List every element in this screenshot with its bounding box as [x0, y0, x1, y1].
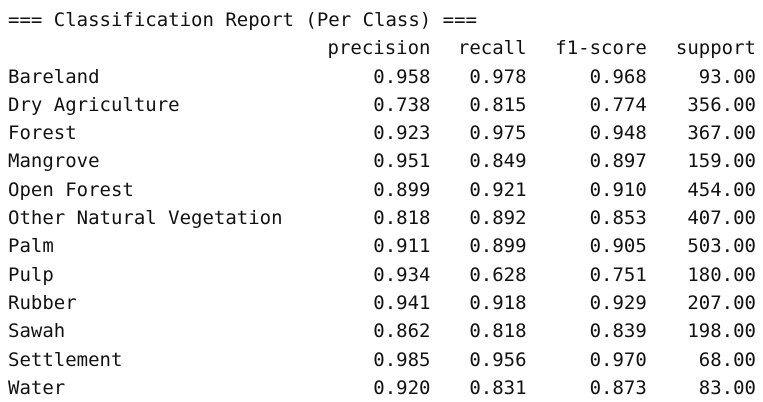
support-value: 198.00	[687, 320, 756, 343]
precision-value: 0.911	[373, 235, 431, 258]
table-row: Rubber 0.941 0.918 0.929 207.00	[8, 289, 756, 317]
class-label: Forest	[8, 122, 77, 145]
table-row: Forest 0.923 0.975 0.948 367.00	[8, 119, 756, 147]
precision-value: 0.738	[373, 93, 431, 116]
f1-score-value: 0.774	[589, 93, 647, 116]
table-row: Sawah 0.862 0.818 0.839 198.00	[8, 317, 756, 345]
recall-value: 0.918	[469, 291, 527, 314]
column-header-precision: precision	[327, 37, 431, 60]
table-row: Open Forest 0.899 0.921 0.910 454.00	[8, 176, 756, 204]
f1-score-value: 0.970	[589, 348, 647, 371]
precision-value: 0.951	[373, 150, 431, 173]
report-title: === Classification Report (Per Class) ==…	[8, 9, 477, 31]
recall-value: 0.956	[469, 348, 527, 371]
column-header-support: support	[675, 37, 756, 60]
table-row: Settlement 0.985 0.956 0.970 68.00	[8, 346, 756, 374]
column-header-f1-score: f1-score	[555, 37, 647, 60]
column-header-recall: recall	[457, 37, 527, 60]
table-row: Dry Agriculture 0.738 0.815 0.774 356.00	[8, 91, 756, 119]
header-label-spacer	[8, 34, 321, 62]
report-table: precision recall f1-score support Barela…	[8, 34, 756, 402]
precision-value: 0.899	[373, 178, 431, 201]
precision-value: 0.920	[373, 376, 431, 399]
support-value: 68.00	[698, 348, 756, 371]
header-row: precision recall f1-score support	[8, 34, 756, 62]
table-row: Water 0.920 0.831 0.873 83.00	[8, 374, 756, 402]
f1-score-value: 0.948	[589, 122, 647, 145]
recall-value: 0.899	[469, 235, 527, 258]
f1-score-value: 0.968	[589, 65, 647, 88]
precision-value: 0.985	[373, 348, 431, 371]
class-label: Dry Agriculture	[8, 93, 180, 116]
precision-value: 0.923	[373, 122, 431, 145]
f1-score-value: 0.853	[589, 207, 647, 230]
precision-value: 0.941	[373, 291, 431, 314]
recall-value: 0.921	[469, 178, 527, 201]
f1-score-value: 0.929	[589, 291, 647, 314]
precision-value: 0.818	[373, 207, 431, 230]
recall-value: 0.975	[469, 122, 527, 145]
precision-value: 0.958	[373, 65, 431, 88]
support-value: 407.00	[687, 207, 756, 230]
class-label: Settlement	[8, 348, 123, 371]
recall-value: 0.818	[469, 320, 527, 343]
class-label: Rubber	[8, 291, 77, 314]
precision-value: 0.934	[373, 263, 431, 286]
support-value: 356.00	[687, 93, 756, 116]
table-row: Bareland 0.958 0.978 0.968 93.00	[8, 63, 756, 91]
table-row: Pulp 0.934 0.628 0.751 180.00	[8, 261, 756, 289]
class-label: Palm	[8, 235, 54, 258]
class-label: Open Forest	[8, 178, 134, 201]
class-label: Other Natural Vegetation	[8, 207, 283, 230]
class-label: Pulp	[8, 263, 54, 286]
recall-value: 0.831	[469, 376, 527, 399]
support-value: 159.00	[687, 150, 756, 173]
class-label: Bareland	[8, 65, 100, 88]
f1-score-value: 0.910	[589, 178, 647, 201]
class-label: Mangrove	[8, 150, 100, 173]
f1-score-value: 0.897	[589, 150, 647, 173]
class-label: Sawah	[8, 320, 66, 343]
table-row: Palm 0.911 0.899 0.905 503.00	[8, 232, 756, 260]
f1-score-value: 0.873	[589, 376, 647, 399]
support-value: 503.00	[687, 235, 756, 258]
recall-value: 0.978	[469, 65, 527, 88]
recall-value: 0.815	[469, 93, 527, 116]
f1-score-value: 0.905	[589, 235, 647, 258]
support-value: 454.00	[687, 178, 756, 201]
support-value: 180.00	[687, 263, 756, 286]
support-value: 207.00	[687, 291, 756, 314]
f1-score-value: 0.839	[589, 320, 647, 343]
report-body: Bareland 0.958 0.978 0.968 93.00 Dry Agricult…	[8, 63, 756, 402]
precision-value: 0.862	[373, 320, 431, 343]
classification-report: === Classification Report (Per Class) ==…	[8, 6, 756, 402]
recall-value: 0.628	[469, 263, 527, 286]
support-value: 367.00	[687, 122, 756, 145]
class-label: Water	[8, 376, 66, 399]
support-value: 93.00	[698, 65, 756, 88]
table-row: Mangrove 0.951 0.849 0.897 159.00	[8, 147, 756, 175]
support-value: 83.00	[698, 376, 756, 399]
f1-score-value: 0.751	[589, 263, 647, 286]
recall-value: 0.849	[469, 150, 527, 173]
recall-value: 0.892	[469, 207, 527, 230]
table-row: Other Natural Vegetation 0.818 0.892 0.853 4…	[8, 204, 756, 232]
